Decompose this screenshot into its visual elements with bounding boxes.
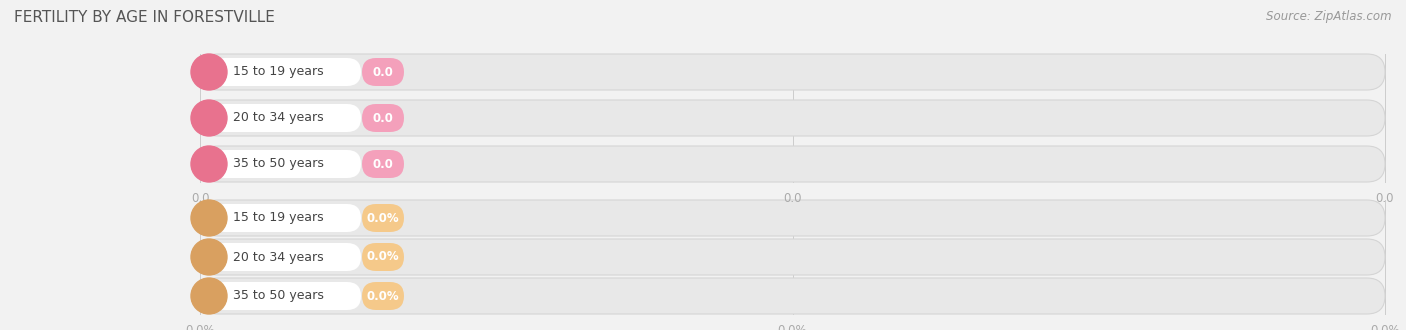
Text: 0.0%: 0.0% bbox=[1371, 324, 1400, 330]
Text: 0.0%: 0.0% bbox=[778, 324, 807, 330]
FancyBboxPatch shape bbox=[211, 204, 361, 232]
FancyBboxPatch shape bbox=[200, 54, 1385, 90]
FancyBboxPatch shape bbox=[200, 200, 1385, 236]
Text: 0.0: 0.0 bbox=[191, 192, 209, 205]
Text: 0.0: 0.0 bbox=[373, 157, 394, 171]
FancyBboxPatch shape bbox=[211, 150, 361, 178]
FancyBboxPatch shape bbox=[361, 204, 404, 232]
Text: 15 to 19 years: 15 to 19 years bbox=[233, 65, 323, 79]
Text: FERTILITY BY AGE IN FORESTVILLE: FERTILITY BY AGE IN FORESTVILLE bbox=[14, 10, 276, 25]
FancyBboxPatch shape bbox=[361, 150, 404, 178]
Text: 35 to 50 years: 35 to 50 years bbox=[233, 289, 323, 303]
FancyBboxPatch shape bbox=[361, 104, 404, 132]
FancyBboxPatch shape bbox=[200, 100, 1385, 136]
Text: 0.0%: 0.0% bbox=[367, 212, 399, 224]
FancyBboxPatch shape bbox=[200, 278, 1385, 314]
Text: 15 to 19 years: 15 to 19 years bbox=[233, 212, 323, 224]
Circle shape bbox=[191, 54, 226, 90]
FancyBboxPatch shape bbox=[211, 104, 361, 132]
Text: 0.0%: 0.0% bbox=[186, 324, 215, 330]
Text: 0.0: 0.0 bbox=[1375, 192, 1395, 205]
FancyBboxPatch shape bbox=[361, 58, 404, 86]
FancyBboxPatch shape bbox=[211, 58, 361, 86]
FancyBboxPatch shape bbox=[211, 243, 361, 271]
FancyBboxPatch shape bbox=[211, 282, 361, 310]
Circle shape bbox=[191, 100, 226, 136]
Text: 20 to 34 years: 20 to 34 years bbox=[233, 250, 323, 263]
Circle shape bbox=[191, 200, 226, 236]
Text: 20 to 34 years: 20 to 34 years bbox=[233, 112, 323, 124]
FancyBboxPatch shape bbox=[361, 243, 404, 271]
Text: Source: ZipAtlas.com: Source: ZipAtlas.com bbox=[1267, 10, 1392, 23]
Text: 0.0%: 0.0% bbox=[367, 250, 399, 263]
Circle shape bbox=[191, 239, 226, 275]
Text: 35 to 50 years: 35 to 50 years bbox=[233, 157, 323, 171]
Text: 0.0: 0.0 bbox=[783, 192, 801, 205]
FancyBboxPatch shape bbox=[361, 282, 404, 310]
FancyBboxPatch shape bbox=[200, 239, 1385, 275]
Circle shape bbox=[191, 278, 226, 314]
Circle shape bbox=[191, 146, 226, 182]
Text: 0.0: 0.0 bbox=[373, 65, 394, 79]
Text: 0.0%: 0.0% bbox=[367, 289, 399, 303]
Text: 0.0: 0.0 bbox=[373, 112, 394, 124]
FancyBboxPatch shape bbox=[200, 146, 1385, 182]
